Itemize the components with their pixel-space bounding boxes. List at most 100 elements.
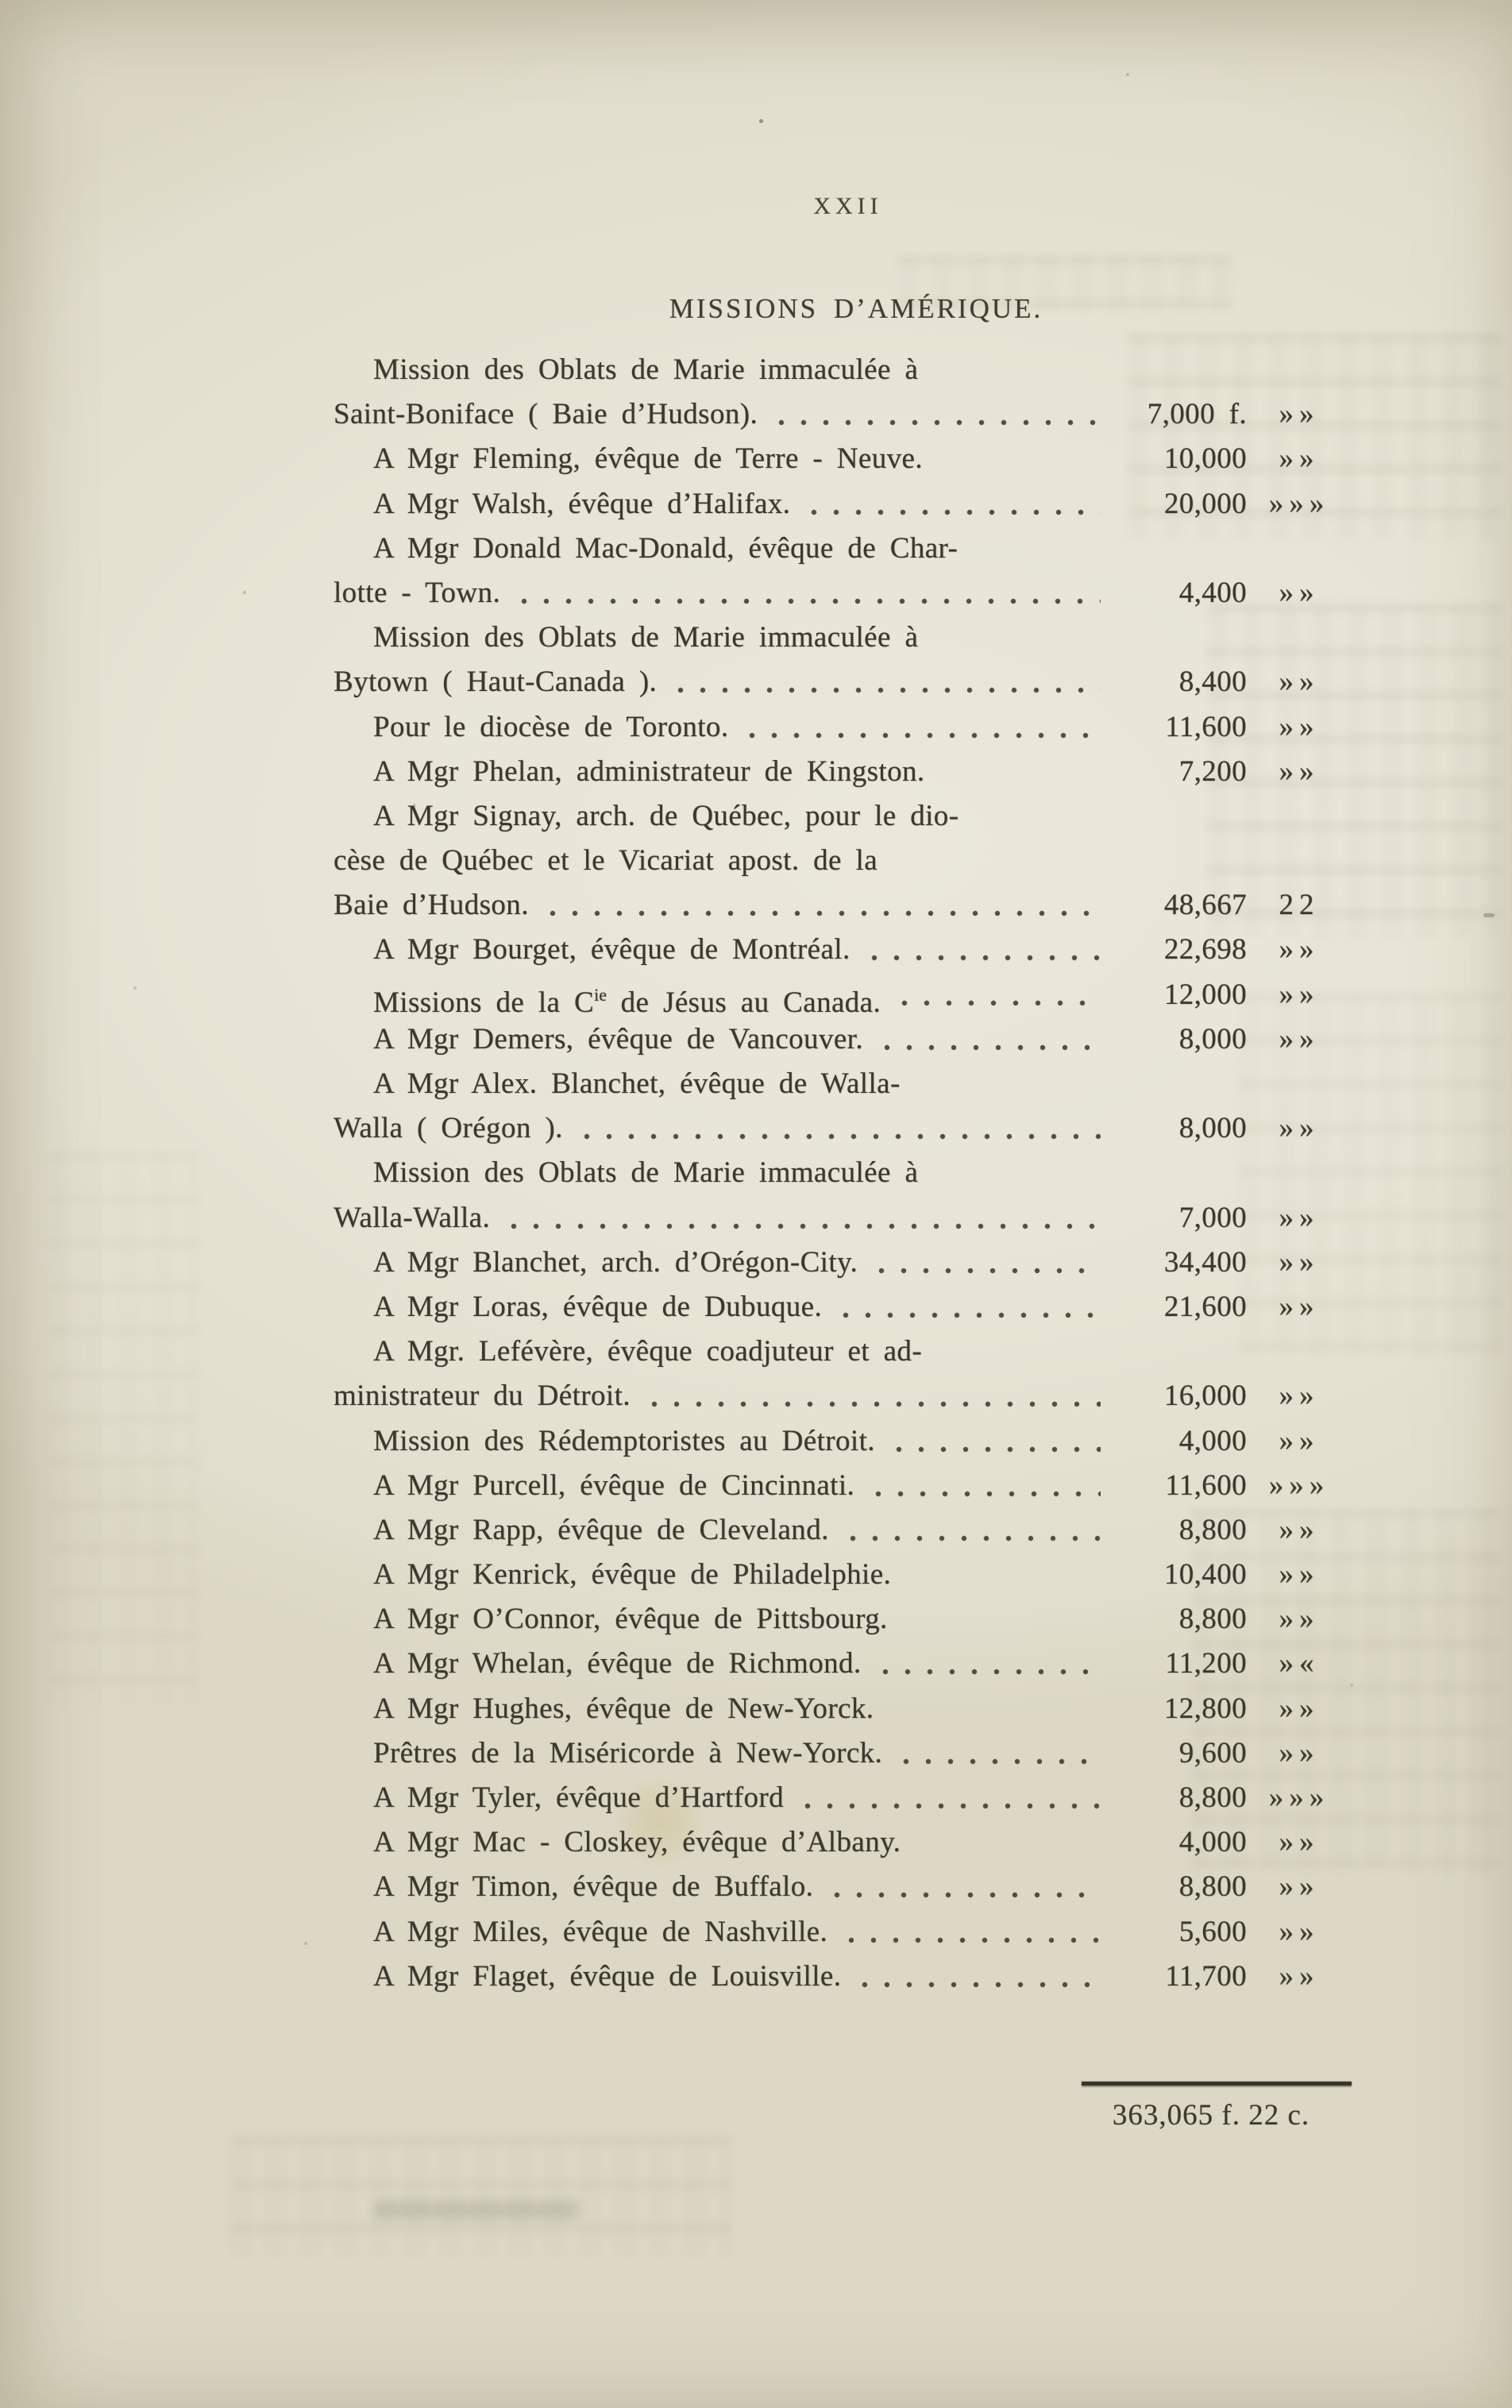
entry-cents: »» [1279, 576, 1320, 609]
entry-line: cèse de Québec et le Vicariat apost. de … [334, 839, 1340, 883]
bleed-through-ghost [48, 1152, 199, 1708]
entry-cents: »» [1279, 1380, 1320, 1413]
paper-speck [1483, 913, 1495, 917]
leader-dots [766, 392, 1101, 438]
entry-line: A Mgr. Lefévère, évêque coadjuteur et ad… [334, 1329, 1340, 1374]
entry-text: A Mgr Blanchet, arch. d’Orégon-City. [373, 1245, 858, 1279]
entry-amount: 9,600 [1178, 1736, 1247, 1769]
entry-text: A Mgr Donald Mac-Donald, évêque de Char- [373, 531, 958, 565]
entry-list: Mission des Oblats de Marie immaculée à S… [334, 348, 1340, 1999]
entry-text: A Mgr Hughes, évêque de New-Yorck. [373, 1692, 874, 1725]
spacer [923, 437, 1112, 481]
entry-text: A Mgr Alex. Blanchet, évêque de Walla- [373, 1067, 901, 1100]
entry-cents: »« [1279, 1647, 1320, 1681]
entry-line: A Mgr Kenrick, évêque de Philadelphie. 10… [334, 1553, 1340, 1597]
spacer [891, 1553, 1112, 1597]
entry-cents: »» [1279, 1959, 1320, 1993]
entry-text: A Mgr Tyler, évêque d’Hartford [373, 1781, 785, 1814]
entry-cents: »» [1279, 1290, 1320, 1323]
entry-amount: 8,800 [1178, 1603, 1247, 1636]
entry-cents: »»» [1268, 1468, 1330, 1502]
leader-dots [508, 570, 1101, 616]
entry-text: A Mgr Miles, évêque de Nashville. [373, 1915, 828, 1948]
entry-text: A Mgr Loras, évêque de Dubuque. [373, 1290, 823, 1323]
leader-dots [862, 1463, 1101, 1508]
entry-cents: »» [1279, 398, 1320, 431]
entry-text: Baie d’Hudson. [334, 889, 529, 922]
entry-text: lotte - Town. [334, 576, 501, 609]
entry-cents: »» [1279, 1201, 1320, 1234]
leader-dots [858, 928, 1101, 973]
entry-line: ministrateur du Détroit. 16,000 »» [334, 1374, 1340, 1419]
entry-text: Walla ( Orégon ). [334, 1112, 563, 1145]
entry-line: Mission des Oblats de Marie immaculée à [334, 616, 1340, 660]
total-rule [1082, 2082, 1352, 2086]
entry-amount: 5,600 [1178, 1915, 1247, 1948]
entry-amount: 34,400 [1163, 1245, 1247, 1279]
entry-text: Prêtres de la Miséricorde à New-Yorck. [373, 1736, 883, 1769]
entry-cents: »» [1279, 1915, 1320, 1948]
leader-dots [890, 1731, 1101, 1776]
entry-cents: »» [1279, 1826, 1320, 1859]
entry-line: A Mgr Walsh, évêque d’Halifax. 20,000 »»» [334, 481, 1340, 527]
entry-text: A Mgr Kenrick, évêque de Philadelphie. [373, 1558, 892, 1592]
entry-amount: 10,400 [1163, 1558, 1247, 1592]
entry-text: A Mgr Purcell, évêque de Cincinnati. [373, 1468, 855, 1502]
entry-line: Pour le diocèse de Toronto. 11,600 »» [334, 704, 1340, 750]
leader-dots [849, 1954, 1101, 1999]
bleed-through-ghost [230, 2136, 731, 2256]
entry-cents: »» [1279, 666, 1320, 699]
leader-dots [869, 1642, 1101, 1687]
leader-dots [536, 883, 1101, 928]
spacer [888, 1597, 1112, 1642]
entry-cents: »» [1279, 754, 1320, 788]
entry-amount: 7,000 [1178, 1201, 1247, 1234]
entry-amount: 4,000 [1178, 1826, 1247, 1859]
leader-dots [498, 1195, 1101, 1241]
entry-amount: 11,700 [1165, 1959, 1247, 1993]
leader-dots [821, 1865, 1101, 1910]
entry-amount: 16,000 [1163, 1380, 1247, 1413]
paper-speck [133, 986, 137, 990]
entry-text: A Mgr Timon, évêque de Buffalo. [373, 1870, 814, 1904]
entry-line: A Mgr Signay, arch. de Québec, pour le d… [334, 794, 1340, 839]
paper-speck [304, 1942, 307, 1945]
entry-cents: »» [1279, 1112, 1320, 1145]
entry-line: Prêtres de la Miséricorde à New-Yorck. 9,… [334, 1731, 1340, 1776]
entry-amount: 4,000 [1178, 1424, 1247, 1457]
paper-speck [759, 119, 763, 123]
scan-smudge [373, 2200, 580, 2219]
entry-cents: »» [1279, 1424, 1320, 1457]
entry-line: Baie d’Hudson. 48,667 22 [334, 883, 1340, 928]
entry-cents: »» [1279, 933, 1320, 967]
entry-text: A Mgr Signay, arch. de Québec, pour le d… [373, 799, 959, 832]
entry-line: Mission des Oblats de Marie immaculée à [334, 348, 1340, 392]
entry-amount: 21,600 [1163, 1290, 1247, 1323]
entry-text: A Mgr Mac - Closkey, évêque d’Albany. [373, 1826, 901, 1859]
spacer [874, 1687, 1112, 1731]
entry-amount: 8,800 [1178, 1870, 1247, 1904]
entry-text: cèse de Québec et le Vicariat apost. de … [334, 844, 878, 878]
entry-text: Walla-Walla. [334, 1201, 491, 1234]
entry-text: Bytown ( Haut-Canada ). [334, 666, 658, 699]
leader-dots [882, 1418, 1101, 1464]
entry-text: A Mgr Phelan, administrateur de Kingston… [373, 754, 925, 788]
leader-dots [665, 660, 1101, 705]
entry-amount: 4,400 [1178, 576, 1247, 609]
entry-cents: »» [1279, 1022, 1320, 1055]
entry-cents: »» [1279, 1245, 1320, 1279]
entry-amount: 8,800 [1178, 1781, 1247, 1814]
entry-line: lotte - Town. 4,400 »» [334, 570, 1340, 616]
entry-line: Bytown ( Haut-Canada ). 8,400 »» [334, 660, 1340, 705]
paper-speck [243, 591, 246, 594]
entry-line: Missions de la Cie de Jésus au Canada. 12… [334, 972, 1340, 1019]
entry-text: A Mgr Rapp, évêque de Cleveland. [373, 1513, 829, 1546]
entry-line: Walla ( Orégon ). 8,000 »» [334, 1106, 1340, 1152]
leader-dots [889, 972, 1101, 1017]
page-title: MISSIONS D’AMÉRIQUE. [669, 293, 1043, 324]
entry-text: Pour le diocèse de Toronto. [373, 710, 729, 743]
entry-line: Mission des Rédemptoristes au Détroit. 4,… [334, 1418, 1340, 1464]
entry-amount: 7,200 [1178, 754, 1247, 788]
entry-amount: 20,000 [1163, 487, 1247, 520]
